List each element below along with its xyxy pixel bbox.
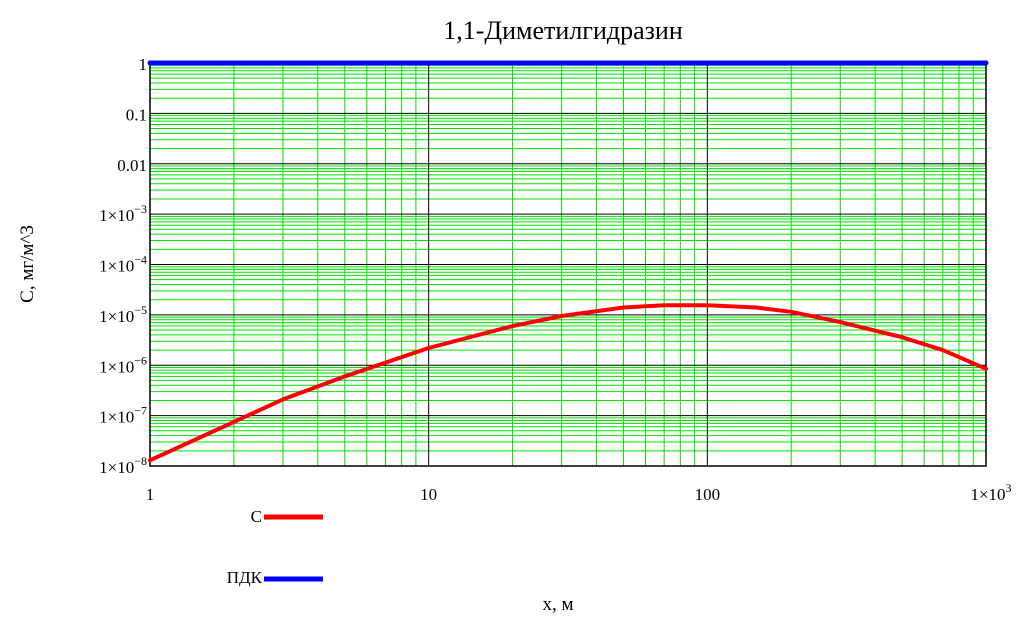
chart-title: 1,1-Диметилгидразин xyxy=(443,16,683,45)
x-tick-label: 1 xyxy=(146,485,155,504)
y-tick-label: 1×10−8 xyxy=(99,454,147,477)
major-grid xyxy=(150,63,986,466)
legend: C ПДК xyxy=(227,507,323,587)
y-tick-label: 1 xyxy=(139,55,148,74)
y-tick-label: 1×10−4 xyxy=(99,253,147,276)
series-line-c xyxy=(148,303,988,463)
y-axis-label: C, мг/м^3 xyxy=(17,225,38,303)
x-tick-label: 1×103 xyxy=(970,481,1011,504)
y-tick-labels: 1 0.1 0.01 1×10−3 1×10−4 1×10−5 1×10−6 1×10−7 1×… xyxy=(99,55,147,477)
y-tick-label: 1×10−5 xyxy=(99,303,147,326)
y-tick-label: 1×10−7 xyxy=(99,404,147,427)
x-tick-label: 100 xyxy=(695,485,721,504)
y-tick-label: 1×10−6 xyxy=(99,353,147,376)
y-tick-label: 1×10−3 xyxy=(99,202,147,225)
series-layer xyxy=(147,60,989,463)
y-tick-label: 0.1 xyxy=(126,105,147,124)
legend-label-pdk: ПДК xyxy=(227,568,263,587)
x-tick-label: 10 xyxy=(420,485,437,504)
x-tick-labels: 1 10 100 1×103 xyxy=(146,481,1012,504)
legend-label-c: C xyxy=(251,507,262,526)
x-axis-label: x, м xyxy=(542,594,573,615)
y-tick-label: 0.01 xyxy=(117,156,147,175)
